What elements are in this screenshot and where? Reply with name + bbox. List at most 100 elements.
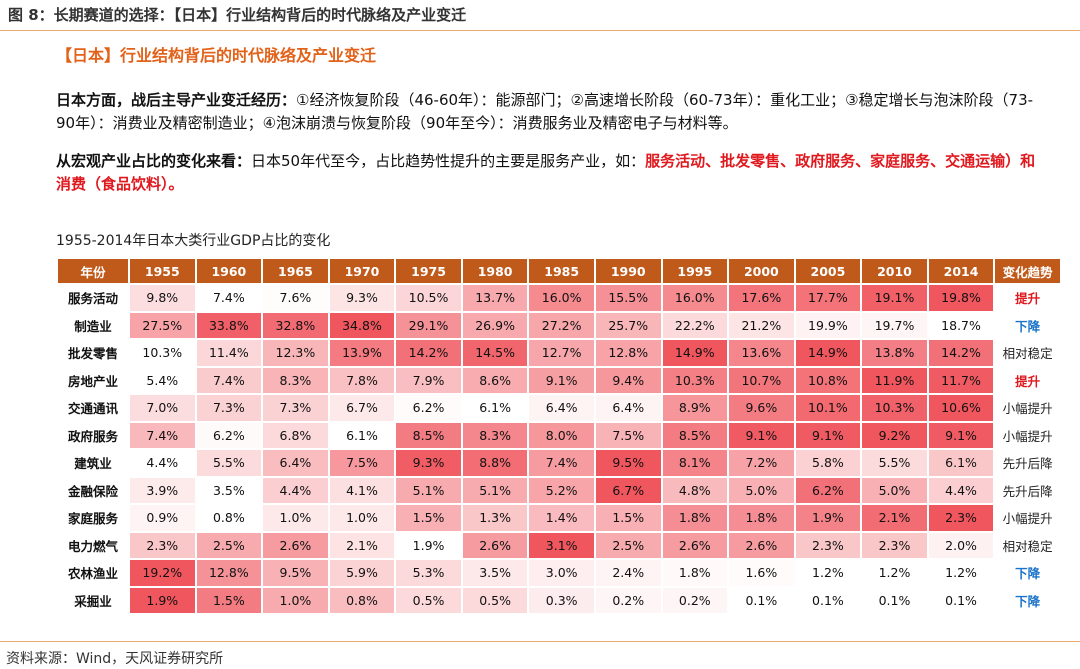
table-cell: 2.5% — [595, 532, 661, 558]
row-trend: 先升后降 — [995, 450, 1060, 476]
table-cell: 6.2% — [196, 422, 262, 448]
table-cell: 8.3% — [263, 367, 328, 393]
table-cell: 9.4% — [595, 367, 661, 393]
table-cell: 1.5% — [196, 587, 262, 613]
table-cell: 2.6% — [263, 532, 328, 558]
table-cell: 8.1% — [662, 450, 728, 476]
header-year: 1960 — [196, 259, 262, 283]
table-cell: 5.5% — [862, 450, 927, 476]
table-cell: 9.8% — [130, 285, 195, 311]
table-cell: 6.2% — [396, 395, 461, 421]
row-trend: 下降 — [995, 560, 1060, 586]
table-cell: 2.3% — [928, 505, 994, 531]
table-cell: 17.6% — [729, 285, 794, 311]
header-year: 1990 — [595, 259, 661, 283]
table-row: 制造业 27.5% 33.8% 32.8% 34.8% 29.1% 26.9% 27.2% 25… — [58, 312, 1060, 338]
table-cell: 1.9% — [130, 587, 195, 613]
row-trend: 小幅提升 — [995, 422, 1060, 448]
table-row: 房地产业 5.4% 7.4% 8.3% 7.8% 7.9% 8.6% 9.1% 9.4% 10.3… — [58, 367, 1060, 393]
table-cell: 6.4% — [263, 450, 328, 476]
table-cell: 34.8% — [329, 312, 395, 338]
table-cell: 13.7% — [462, 285, 528, 311]
table-cell: 25.7% — [595, 312, 661, 338]
top-divider — [0, 30, 1080, 31]
table-cell: 7.0% — [130, 395, 195, 421]
table-cell: 6.7% — [595, 477, 661, 503]
table-cell: 1.2% — [795, 560, 861, 586]
table-cell: 1.2% — [928, 560, 994, 586]
row-trend: 下降 — [995, 312, 1060, 338]
table-cell: 0.3% — [529, 587, 594, 613]
table-cell: 1.9% — [795, 505, 861, 531]
table-row: 家庭服务 0.9% 0.8% 1.0% 1.0% 1.5% 1.3% 1.4% 1.5% 1.8%… — [58, 505, 1060, 531]
table-cell: 2.6% — [662, 532, 728, 558]
table-header-row: 年份 1955 1960 1965 1970 1975 1980 1985 1990 1995 2… — [58, 259, 1060, 283]
table-row: 金融保险 3.9% 3.5% 4.4% 4.1% 5.1% 5.1% 5.2% 6.7% 4.8%… — [58, 477, 1060, 503]
row-industry-name: 建筑业 — [58, 450, 128, 476]
table-cell: 0.2% — [662, 587, 728, 613]
table-cell: 7.4% — [196, 285, 262, 311]
table-cell: 1.9% — [396, 532, 461, 558]
table-cell: 10.1% — [795, 395, 861, 421]
table-cell: 2.1% — [329, 532, 395, 558]
table-cell: 1.0% — [329, 505, 395, 531]
table-cell: 7.4% — [196, 367, 262, 393]
table-cell: 8.0% — [529, 422, 594, 448]
row-industry-name: 交通通讯 — [58, 395, 128, 421]
table-cell: 13.9% — [329, 340, 395, 366]
table-cell: 5.1% — [396, 477, 461, 503]
table-cell: 4.4% — [263, 477, 328, 503]
table-cell: 1.6% — [729, 560, 794, 586]
table-cell: 1.5% — [396, 505, 461, 531]
table-cell: 0.1% — [795, 587, 861, 613]
table-cell: 1.8% — [729, 505, 794, 531]
table-cell: 2.0% — [928, 532, 994, 558]
table-cell: 2.6% — [462, 532, 528, 558]
table-cell: 12.8% — [595, 340, 661, 366]
table-cell: 32.8% — [263, 312, 328, 338]
table-cell: 15.5% — [595, 285, 661, 311]
table-cell: 10.6% — [928, 395, 994, 421]
table-cell: 14.9% — [795, 340, 861, 366]
table-row: 交通通讯 7.0% 7.3% 7.3% 6.7% 6.2% 6.1% 6.4% 6.4% 8.9%… — [58, 395, 1060, 421]
table-cell: 1.8% — [662, 505, 728, 531]
table-row: 农林渔业 19.2% 12.8% 9.5% 5.9% 5.3% 3.5% 3.0% 2.4% 1.… — [58, 560, 1060, 586]
header-year-label: 年份 — [58, 259, 128, 283]
row-industry-name: 电力燃气 — [58, 532, 128, 558]
table-cell: 5.4% — [130, 367, 195, 393]
table-cell: 9.1% — [729, 422, 794, 448]
header-trend: 变化趋势 — [995, 259, 1060, 283]
table-cell: 1.2% — [862, 560, 927, 586]
table-cell: 9.1% — [529, 367, 594, 393]
row-industry-name: 服务活动 — [58, 285, 128, 311]
paragraph-macro-share: 从宏观产业占比的变化来看：日本50年代至今，占比趋势性提升的主要是服务产业，如：… — [56, 150, 1036, 196]
table-cell: 2.3% — [130, 532, 195, 558]
paragraph-body: 日本50年代至今，占比趋势性提升的主要是服务产业，如： — [251, 152, 646, 170]
table-cell: 1.8% — [662, 560, 728, 586]
table-cell: 12.3% — [263, 340, 328, 366]
table-cell: 5.0% — [862, 477, 927, 503]
table-cell: 9.3% — [329, 285, 395, 311]
table-cell: 14.5% — [462, 340, 528, 366]
table-cell: 0.5% — [396, 587, 461, 613]
table-row: 批发零售 10.3% 11.4% 12.3% 13.9% 14.2% 14.5% 12.7% 1… — [58, 340, 1060, 366]
table-cell: 19.8% — [928, 285, 994, 311]
header-year: 2010 — [862, 259, 927, 283]
table-cell: 3.5% — [196, 477, 262, 503]
table-cell: 4.4% — [928, 477, 994, 503]
paragraph-lead: 从宏观产业占比的变化来看： — [56, 152, 252, 170]
table-cell: 5.9% — [329, 560, 395, 586]
row-industry-name: 家庭服务 — [58, 505, 128, 531]
table-cell: 18.7% — [928, 312, 994, 338]
table-cell: 11.9% — [862, 367, 927, 393]
table-cell: 13.6% — [729, 340, 794, 366]
table-cell: 10.3% — [130, 340, 195, 366]
source-note: 资料来源：Wind，天风证券研究所 — [6, 651, 224, 667]
table-cell: 8.5% — [396, 422, 461, 448]
figure-title: 图 8：长期赛道的选择：【日本】行业结构背后的时代脉络及产业变迁 — [8, 6, 467, 24]
table-cell: 0.5% — [462, 587, 528, 613]
table-cell: 0.1% — [928, 587, 994, 613]
table-cell: 4.4% — [130, 450, 195, 476]
table-cell: 2.1% — [862, 505, 927, 531]
table-cell: 8.6% — [462, 367, 528, 393]
